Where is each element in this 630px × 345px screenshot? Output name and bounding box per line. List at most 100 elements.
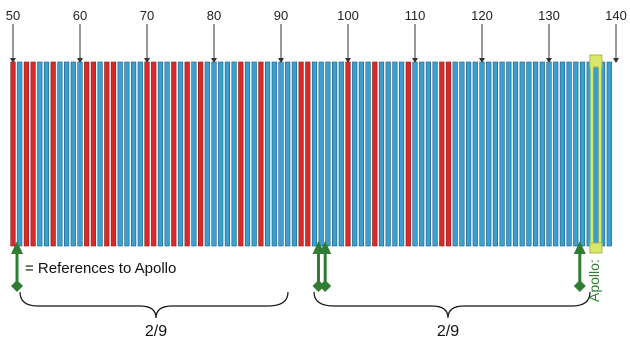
blue-line-bar — [492, 61, 499, 247]
legend-label: = References to Apollo — [25, 260, 176, 277]
reference-arrow-base — [312, 280, 325, 292]
blue-line-bar — [465, 61, 472, 247]
blue-line-bar — [157, 61, 164, 247]
blue-line-bar — [338, 61, 344, 247]
red-line-bar — [110, 61, 117, 247]
right-brace — [313, 291, 591, 319]
tick-arrowhead — [211, 58, 217, 63]
left-brace — [19, 291, 289, 319]
blue-line-bar — [244, 61, 251, 247]
blue-line-bar — [526, 61, 532, 247]
right-fraction-label: 2/9 — [437, 323, 459, 340]
blue-line-bar — [318, 61, 324, 247]
red-line-bar — [305, 61, 311, 247]
blue-line-bar — [311, 61, 318, 247]
red-line-bar — [171, 61, 177, 247]
tick-label: 90 — [274, 8, 288, 23]
red-line-bar — [10, 61, 16, 247]
blue-line-bar — [385, 61, 391, 247]
reference-arrow-head — [11, 241, 23, 254]
reference-arrow-head — [573, 241, 586, 254]
tick-label: 130 — [538, 8, 560, 23]
blue-line-bar — [291, 61, 298, 247]
tick-label: 110 — [405, 8, 426, 23]
blue-line-bar — [519, 61, 525, 247]
blue-line-bar — [378, 61, 385, 247]
tick-markers: 50 60 70 80 90 100 110 120 130 140 — [6, 8, 627, 63]
blue-line-bar — [271, 61, 277, 247]
blue-line-bar — [285, 61, 291, 247]
red-line-bar — [90, 61, 96, 247]
blue-line-bar — [479, 61, 485, 247]
blue-line-bar — [137, 61, 143, 247]
blue-line-bar — [419, 61, 425, 247]
reference-arrow-base — [11, 280, 23, 292]
red-line-bar — [372, 61, 378, 247]
line-bars — [10, 61, 612, 247]
blue-line-bar — [77, 61, 83, 247]
blue-line-bar — [251, 61, 257, 247]
blue-line-bar — [218, 61, 224, 247]
blue-line-bar — [546, 61, 552, 247]
blue-line-bar — [131, 61, 137, 247]
blue-line-bar — [278, 61, 284, 247]
tick-arrowhead — [345, 58, 351, 63]
tick-arrowhead — [412, 58, 418, 63]
tick-label: 140 — [605, 8, 627, 23]
red-line-bar — [238, 61, 244, 247]
blue-line-bar — [573, 61, 579, 247]
red-line-bar — [445, 61, 452, 247]
blue-line-bar — [459, 61, 465, 247]
blue-line-bar — [211, 61, 217, 247]
blue-line-bar — [57, 61, 63, 247]
tick-label: 50 — [6, 8, 20, 23]
tick-label: 80 — [207, 8, 221, 23]
blue-line-bar — [325, 61, 331, 247]
tick-arrowhead — [613, 58, 619, 63]
blue-line-bar — [512, 61, 519, 247]
red-line-bar — [104, 61, 110, 247]
blue-line-bar — [539, 61, 545, 247]
blue-line-bar — [224, 61, 231, 247]
red-line-bar — [30, 61, 36, 247]
blue-line-bar — [264, 61, 271, 247]
highlight-marker-bottom — [589, 242, 603, 254]
tick-arrowhead — [10, 58, 16, 63]
tick-arrowhead — [77, 58, 83, 63]
highlight-markers — [589, 54, 603, 254]
blue-line-bar — [425, 61, 432, 247]
tick-arrowhead — [479, 58, 485, 63]
red-line-bar — [50, 61, 56, 247]
blue-line-bar — [365, 61, 371, 247]
blue-line-bar — [499, 61, 505, 247]
blue-line-bar — [566, 61, 572, 247]
tick-label: 100 — [337, 8, 359, 23]
blue-line-bar — [70, 61, 76, 247]
blue-line-bar — [17, 61, 23, 247]
blue-line-bar — [398, 61, 405, 247]
left-fraction-label: 2/9 — [145, 323, 167, 340]
blue-line-bar — [412, 61, 418, 247]
blue-line-bar — [358, 61, 365, 247]
blue-line-bar — [331, 61, 338, 247]
blue-line-bar — [352, 61, 358, 247]
blue-line-bar — [191, 61, 197, 247]
blue-line-bar — [231, 61, 237, 247]
red-line-bar — [258, 61, 264, 247]
blue-line-bar — [472, 61, 478, 247]
red-line-bar — [405, 61, 411, 247]
blue-line-bar — [37, 61, 43, 247]
blue-line-bar — [532, 61, 539, 247]
blue-line-bar — [559, 61, 565, 247]
blue-line-bar — [64, 61, 70, 247]
blue-line-bar — [579, 61, 586, 247]
tick-arrowhead — [546, 58, 552, 63]
blue-line-bar — [606, 61, 612, 247]
blue-line-bar — [392, 61, 398, 247]
red-line-bar — [198, 61, 204, 247]
apollo-vertical-label: Apollo: — [586, 259, 602, 302]
blue-line-bar — [506, 61, 512, 247]
blue-line-bar — [593, 61, 599, 247]
red-line-bar — [439, 61, 445, 247]
